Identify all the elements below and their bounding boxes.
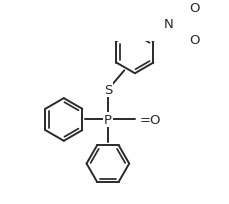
- Text: N: N: [164, 18, 173, 31]
- Text: S: S: [103, 84, 112, 97]
- Text: O: O: [188, 2, 199, 15]
- Text: O: O: [188, 33, 199, 46]
- Text: P: P: [104, 113, 111, 126]
- Text: =O: =O: [139, 113, 161, 126]
